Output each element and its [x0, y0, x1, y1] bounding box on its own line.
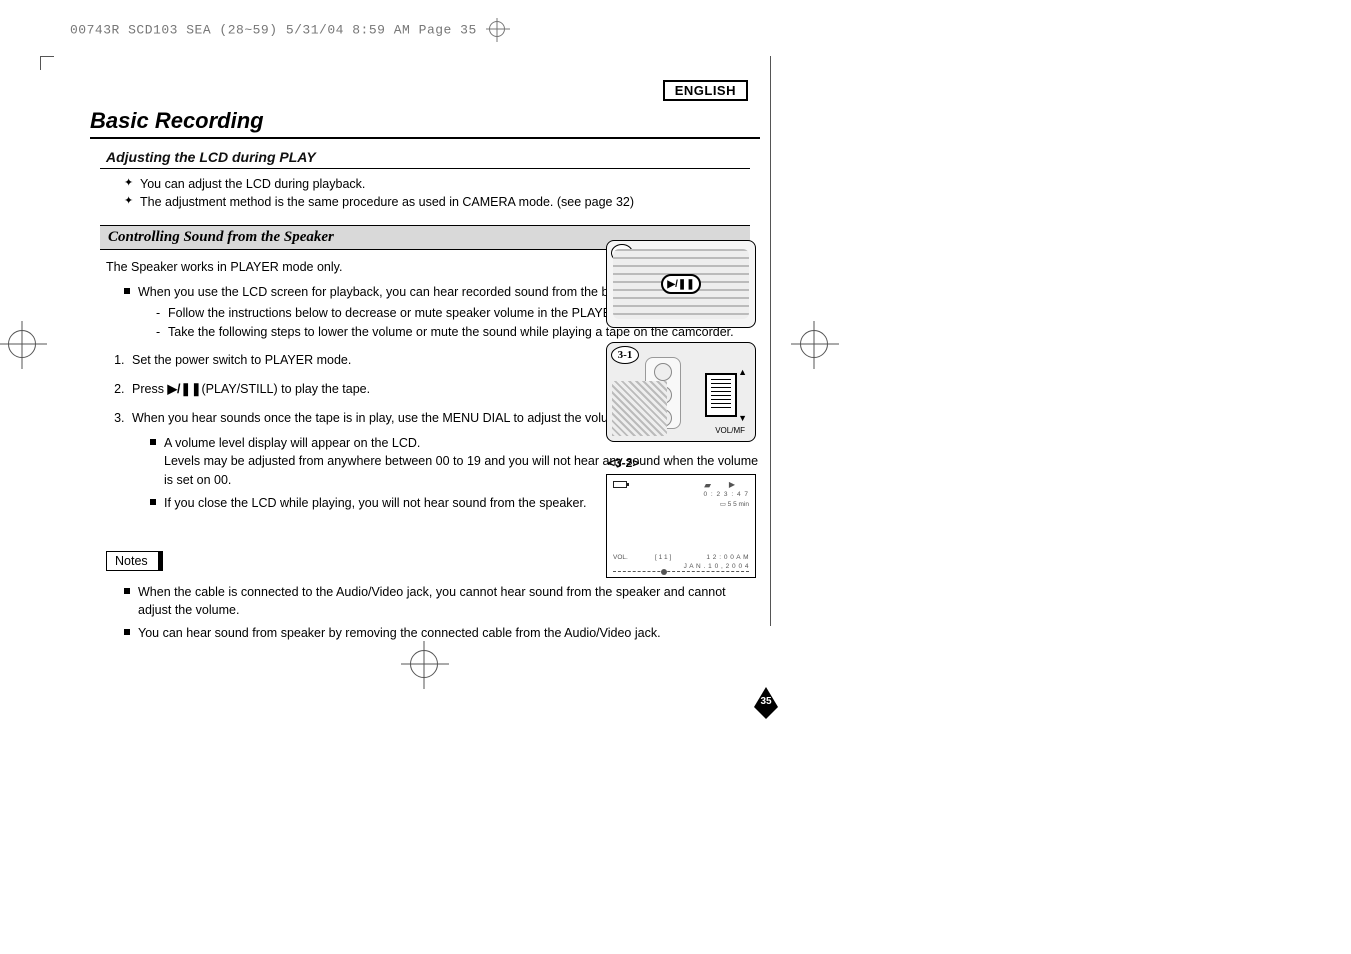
osd-time: 1 2 : 0 0 A M — [706, 554, 749, 561]
registration-mark-left-icon — [8, 330, 36, 358]
lcd-bullet: The adjustment method is the same proced… — [124, 193, 760, 211]
figure-3-1-badge: 3-1 — [611, 346, 639, 364]
osd-remaining: ▭ 5 5 min — [720, 500, 749, 508]
manual-page: ENGLISH Basic Recording Adjusting the LC… — [90, 80, 760, 647]
osd-date: J A N . 1 0 , 2 0 0 4 — [684, 563, 749, 570]
step2-prefix: Press — [132, 382, 167, 396]
page-number: 35 — [758, 696, 774, 707]
battery-icon — [613, 481, 627, 488]
menu-dial-icon — [705, 373, 737, 417]
arrow-up-icon: ▲ — [738, 367, 747, 377]
page-badge-bottom-icon — [754, 707, 778, 719]
registration-mark-bottom-icon — [410, 650, 438, 678]
lcd-bullet-list: You can adjust the LCD during playback. … — [124, 175, 760, 211]
figure-3-1: 3-1 ▲ ▼ VOL/MF — [606, 342, 756, 442]
play-still-button-icon: ▶/❚❚ — [661, 274, 701, 294]
camera-icon: ▰ — [704, 480, 711, 491]
crop-mark-tl — [40, 56, 54, 70]
notes-item: When the cable is connected to the Audio… — [124, 583, 760, 621]
page-title: Basic Recording — [90, 108, 760, 134]
crop-mark-right — [770, 56, 771, 626]
registration-mark-right-icon — [800, 330, 828, 358]
notes-list: When the cable is connected to the Audio… — [106, 583, 760, 643]
osd-vol-value: [ 1 1 ] — [655, 554, 671, 561]
print-job-text: 00743R SCD103 SEA (28~59) 5/31/04 8:59 A… — [70, 22, 477, 37]
figure-2: 2 ▶/❚❚ — [606, 240, 756, 328]
page-badge-top-icon: 35 — [754, 687, 778, 707]
notes-label: Notes — [106, 551, 163, 571]
figure-3-2-label: <3-2> — [608, 456, 766, 470]
osd-remaining-value: 5 5 min — [728, 501, 749, 508]
lcd-bullet: You can adjust the LCD during playback. — [124, 175, 760, 193]
round-button-icon — [654, 363, 672, 381]
vol-mf-label: VOL/MF — [715, 426, 745, 435]
print-job-header: 00743R SCD103 SEA (28~59) 5/31/04 8:59 A… — [70, 22, 505, 38]
play-indicator-icon: ▶ — [729, 480, 735, 489]
play-still-icon: ▶/❚❚ — [167, 380, 201, 399]
lcd-subheading: Adjusting the LCD during PLAY — [100, 149, 750, 169]
osd-timecode: 0 : 2 3 : 4 7 — [703, 491, 749, 498]
figure-3-2-osd: ▰ ▶ 0 : 2 3 : 4 7 ▭ 5 5 min VOL. [ 1 1 ]… — [606, 474, 756, 578]
grip-texture — [612, 381, 667, 436]
language-tag: ENGLISH — [663, 80, 748, 101]
title-bar: Basic Recording — [90, 108, 760, 139]
registration-mark-icon — [489, 21, 505, 37]
osd-vol-label: VOL. — [613, 554, 628, 561]
osd-volume-bar — [613, 571, 749, 573]
arrow-down-icon: ▼ — [738, 413, 747, 423]
notes-item: You can hear sound from speaker by remov… — [124, 624, 760, 643]
step2-suffix: (PLAY/STILL) to play the tape. — [201, 382, 370, 396]
figures-column: 2 ▶/❚❚ 3-1 ▲ ▼ VOL/MF <3-2> ▰ ▶ 0 : 2 3 … — [606, 240, 766, 578]
step3-text: When you hear sounds once the tape is in… — [132, 411, 629, 425]
